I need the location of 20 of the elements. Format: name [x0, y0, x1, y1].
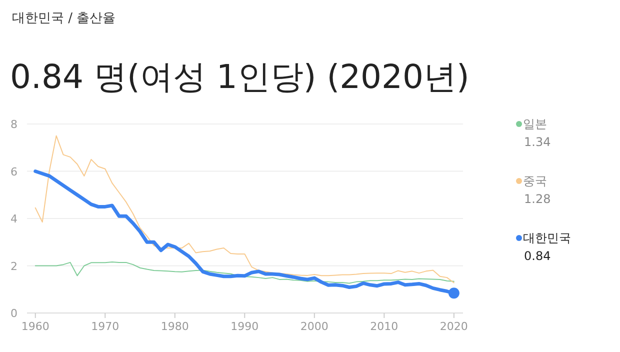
y-tick-label: 2	[10, 260, 18, 273]
legend-label: 일본	[523, 117, 547, 131]
chart-title: 0.84 명(여성 1인당) (2020년)	[10, 57, 470, 96]
x-tick-label: 2020	[440, 320, 468, 333]
x-tick-label: 1980	[160, 320, 189, 333]
legend-label: 중국	[523, 174, 547, 188]
x-tick-label: 1990	[230, 320, 259, 333]
legend-label: 대한민국	[523, 231, 571, 245]
x-tick-label: 2000	[300, 320, 328, 333]
chart-subtitle: 대한민국 / 출산율	[12, 11, 116, 26]
y-tick-label: 8	[10, 118, 18, 131]
y-tick-label: 4	[10, 212, 18, 226]
y-tick-label: 6	[10, 165, 18, 178]
text: 1.34	[524, 135, 551, 149]
x-tick-label: 2010	[370, 320, 398, 333]
text: 0.84	[524, 249, 551, 263]
text: 1.28	[524, 192, 551, 206]
y-tick-label: 0	[10, 307, 18, 320]
x-tick-label: 1970	[91, 320, 120, 333]
x-tick-label: 1960	[21, 320, 50, 333]
